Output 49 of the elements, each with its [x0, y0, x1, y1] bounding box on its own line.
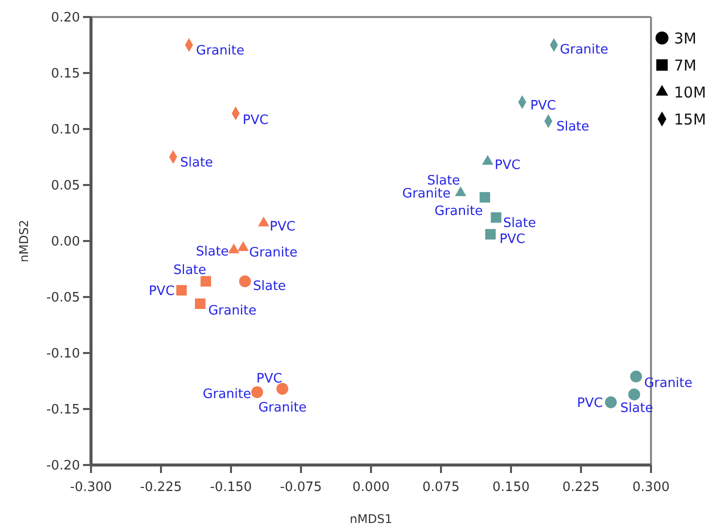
- annotation: Granite: [402, 186, 451, 202]
- y-tick-label: -0.15: [46, 402, 80, 418]
- annotation: Granite: [196, 44, 244, 59]
- annotation: PVC: [242, 112, 268, 128]
- annotation: Slate: [556, 120, 590, 135]
- text: 15M: [674, 110, 706, 128]
- x-tick-label: 0.225: [562, 480, 600, 495]
- annotation: Granite: [249, 245, 298, 260]
- annotation: Granite: [202, 386, 252, 402]
- y-tick-label: 0.10: [51, 122, 80, 138]
- y-tick-label: 0.20: [51, 10, 80, 26]
- y-tick-label: -0.20: [46, 458, 80, 474]
- annotation: PVC: [148, 284, 175, 299]
- annotation: Slate: [620, 400, 654, 416]
- annotation: PVC: [499, 232, 526, 247]
- x-tick-label: -0.150: [210, 480, 252, 495]
- x-tick-label: -0.075: [280, 480, 322, 495]
- text: 7M: [674, 56, 696, 74]
- annotation: Granite: [208, 303, 257, 318]
- x-tick-label: 0.075: [422, 480, 460, 495]
- annotation: PVC: [256, 371, 282, 386]
- y-tick-label: -0.10: [46, 346, 80, 362]
- y-tick-label: -0.05: [46, 290, 80, 306]
- annotation: PVC: [494, 158, 520, 174]
- x-axis-title: nMDS1: [350, 512, 392, 526]
- annotation: Granite: [434, 204, 483, 219]
- text: 10M: [674, 83, 706, 102]
- x-tick-label: 0.300: [632, 480, 670, 495]
- x-tick-label: -0.225: [140, 480, 182, 495]
- annotation: Granite: [644, 376, 692, 392]
- annotation: Granite: [560, 42, 608, 58]
- x-tick-label: 0.150: [492, 480, 530, 495]
- y-tick-label: 0.15: [51, 66, 80, 82]
- annotation: Slate: [196, 244, 229, 260]
- annotation: PVC: [270, 220, 296, 235]
- annotation: PVC: [530, 98, 556, 114]
- annotation: PVC: [577, 396, 603, 411]
- annotation: Slate: [427, 173, 460, 188]
- y-axis-title: nMDS2: [17, 220, 31, 262]
- annotation: Granite: [258, 400, 307, 416]
- text: 3M: [674, 29, 696, 48]
- annotation: Slate: [180, 156, 214, 171]
- annotation: Slate: [173, 262, 206, 278]
- x-tick-label: 0.000: [352, 480, 390, 495]
- y-tick-label: 0.05: [51, 178, 80, 194]
- annotation: Slate: [503, 216, 536, 232]
- y-tick-label: 0.00: [51, 234, 80, 250]
- annotation: Slate: [253, 278, 286, 294]
- x-tick-label: -0.300: [70, 480, 112, 495]
